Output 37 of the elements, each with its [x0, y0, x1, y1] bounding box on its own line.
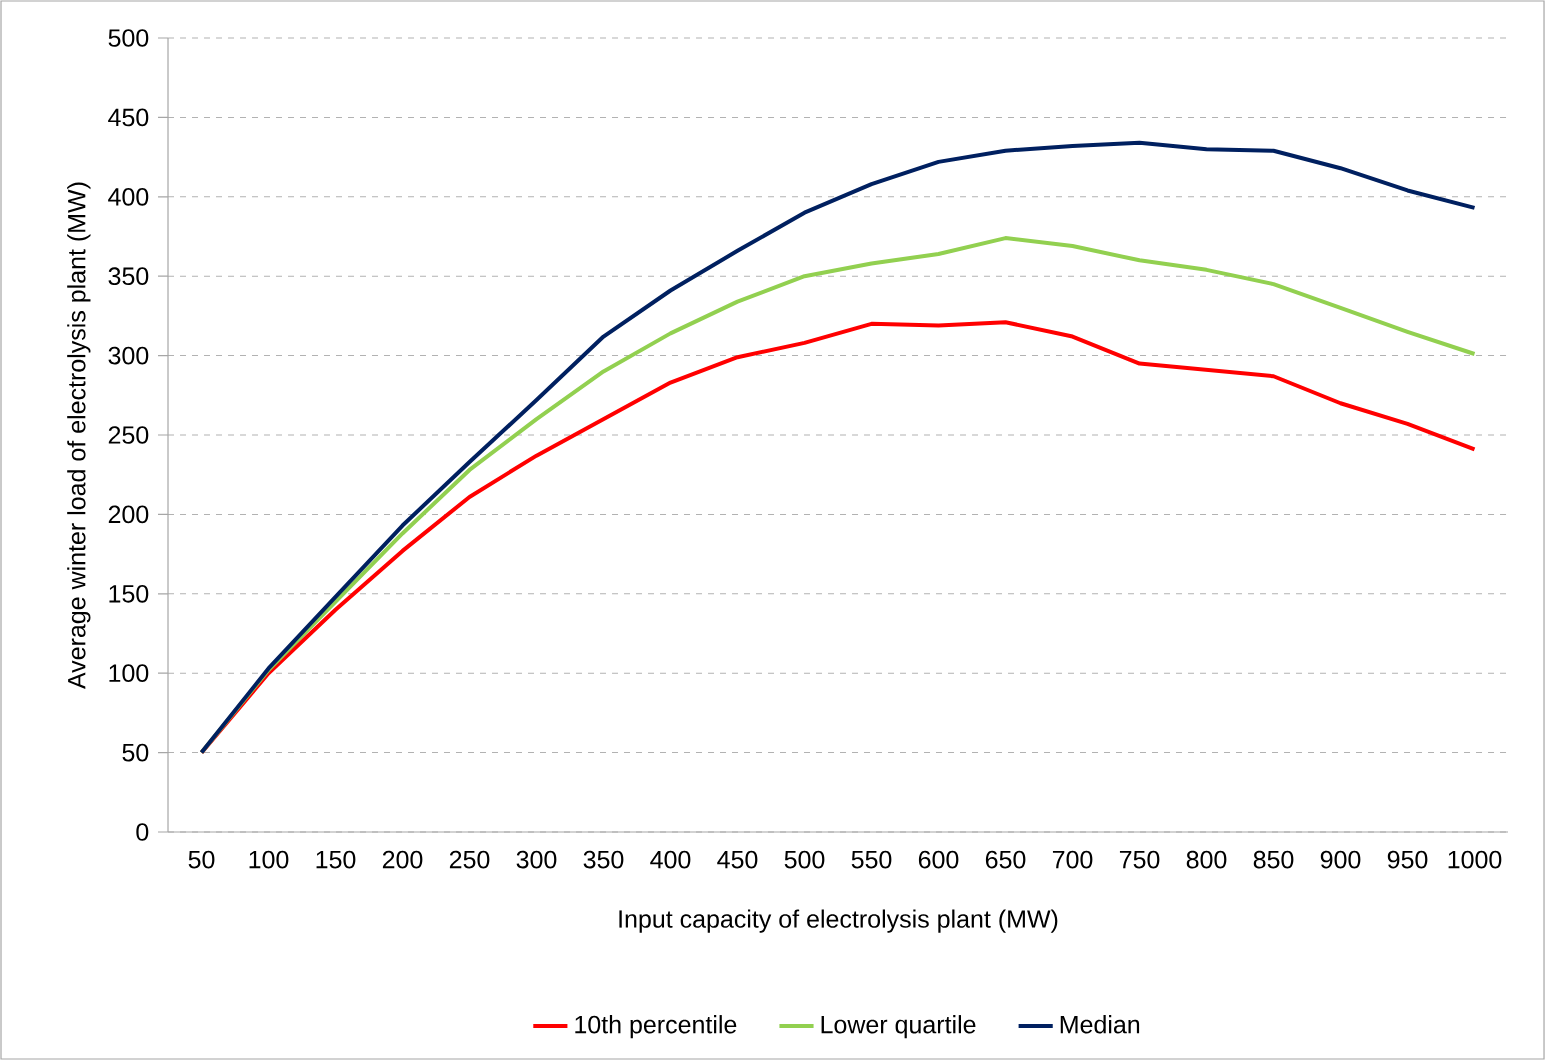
x-tick-label: 900: [1320, 850, 1361, 869]
y-tick-label: 100: [109, 664, 149, 683]
line-series: [199, 140, 1477, 755]
x-axis-title: Input capacity of electrolysis plant (MW): [619, 909, 1058, 933]
x-tick-label: 400: [650, 850, 691, 869]
x-tick-label: 300: [516, 850, 557, 869]
x-tick-label: 200: [382, 850, 423, 869]
y-tick-label: 300: [108, 346, 149, 365]
x-tick-label: 500: [784, 850, 825, 869]
x-tick-label: 750: [1119, 850, 1160, 869]
x-tick-label: 150: [316, 850, 356, 869]
x-tick-label: 600: [918, 850, 959, 869]
y-tick-label: 500: [108, 29, 149, 47]
x-tick-label: 1000: [1448, 850, 1502, 869]
x-tick-label: 800: [1186, 850, 1227, 869]
legend-label: 10th percentile: [575, 1015, 737, 1039]
y-tick-label: 400: [108, 187, 149, 206]
x-tick-label: 50: [188, 850, 215, 869]
x-tick-label: 350: [583, 850, 624, 869]
y-tick-label: 450: [108, 108, 149, 127]
y-tick-label: 350: [108, 267, 149, 286]
x-tick-label: 650: [985, 850, 1026, 869]
x-tick-label: 850: [1253, 850, 1294, 869]
x-tick-label: 700: [1052, 850, 1093, 869]
legend-label: Median: [1060, 1015, 1140, 1034]
x-tick-label: 250: [449, 850, 490, 869]
y-tick-label: 0: [136, 823, 149, 841]
y-tick-label: 250: [108, 426, 149, 444]
y-axis-title: Average winter load of electrolysis plant (MW): [67, 182, 91, 689]
legend-label: Lower quartile: [821, 1015, 976, 1039]
x-tick-label: 550: [851, 850, 892, 869]
x-tick-label: 450: [717, 850, 758, 869]
y-tick-label: 200: [108, 505, 149, 524]
x-tick-label: 950: [1387, 850, 1428, 869]
y-tick-label: 150: [109, 584, 149, 603]
x-tick-label: 100: [249, 850, 289, 869]
y-tick-label: 50: [122, 743, 149, 762]
